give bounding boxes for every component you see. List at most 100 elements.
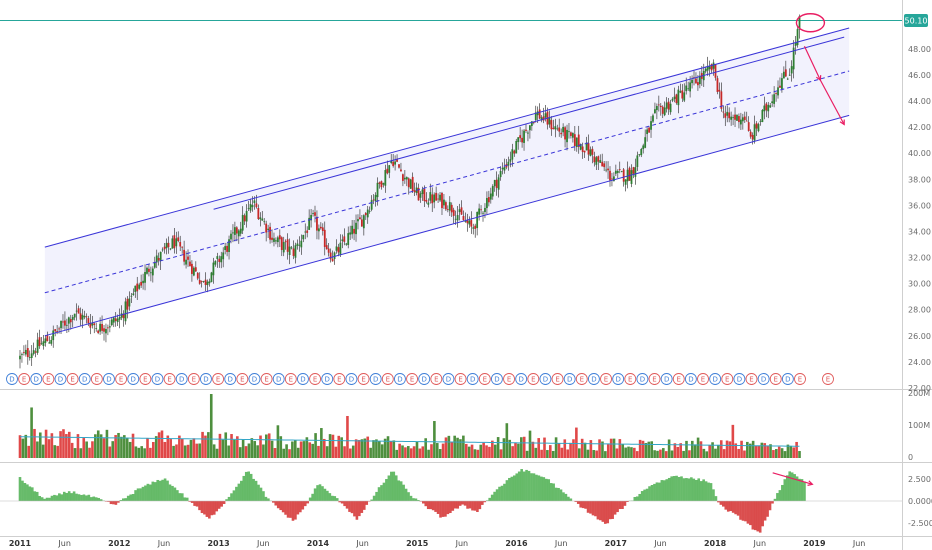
dividend-marker[interactable]: D xyxy=(466,373,479,385)
earnings-marker[interactable]: E xyxy=(794,373,806,385)
dividend-marker[interactable]: D xyxy=(709,373,722,385)
earnings-marker[interactable]: E xyxy=(212,373,225,385)
volume-bar xyxy=(108,446,112,458)
earnings-marker[interactable]: E xyxy=(745,373,758,385)
candle-body xyxy=(44,338,47,343)
dividend-marker[interactable]: D xyxy=(224,373,237,385)
earnings-marker[interactable]: E xyxy=(430,373,443,385)
oscillator-bar xyxy=(712,489,715,501)
earnings-marker[interactable]: E xyxy=(139,373,152,385)
earnings-marker[interactable]: E xyxy=(18,373,31,385)
earnings-marker[interactable]: E xyxy=(822,373,834,385)
dividend-marker[interactable]: D xyxy=(297,373,309,385)
dividend-marker[interactable]: D xyxy=(345,373,358,385)
earnings-marker[interactable]: E xyxy=(357,373,370,385)
earnings-marker[interactable]: E xyxy=(309,373,322,385)
dividend-marker[interactable]: D xyxy=(660,373,673,385)
earnings-marker[interactable]: E xyxy=(42,373,55,385)
candle-body xyxy=(276,237,279,243)
event-marker-label: E xyxy=(749,376,753,384)
earnings-marker[interactable]: E xyxy=(551,373,564,385)
dividend-marker[interactable]: D xyxy=(272,373,285,385)
event-marker-circle xyxy=(18,373,31,385)
dividend-marker[interactable]: D xyxy=(442,373,455,385)
volume-bar xyxy=(259,435,262,458)
earnings-marker[interactable]: E xyxy=(672,373,685,385)
dividend-marker[interactable]: D xyxy=(684,373,697,385)
dividend-marker[interactable]: D xyxy=(6,373,18,385)
oscillator-bar xyxy=(697,478,701,501)
candle-body xyxy=(669,103,672,113)
earnings-marker[interactable]: E xyxy=(624,373,637,385)
dividend-marker[interactable]: D xyxy=(733,373,746,385)
earnings-marker[interactable]: E xyxy=(697,373,709,385)
earnings-marker[interactable]: E xyxy=(163,373,176,385)
dividend-marker[interactable]: D xyxy=(369,373,382,385)
dividend-marker[interactable]: D xyxy=(563,373,576,385)
earnings-marker[interactable]: E xyxy=(381,373,394,385)
candle-body xyxy=(161,249,164,251)
candle-body xyxy=(444,202,447,210)
dividend-marker[interactable]: D xyxy=(612,373,625,385)
dividend-marker[interactable]: D xyxy=(54,373,67,385)
volume-bar xyxy=(233,439,236,458)
dividend-marker[interactable]: D xyxy=(175,373,188,385)
dividend-marker[interactable]: D xyxy=(78,373,91,385)
earnings-marker[interactable]: E xyxy=(721,373,734,385)
earnings-marker[interactable]: E xyxy=(454,373,467,385)
earnings-marker[interactable]: E xyxy=(575,373,588,385)
oscillator-bar xyxy=(311,493,314,501)
dividend-marker[interactable]: D xyxy=(30,373,43,385)
dividend-marker[interactable]: D xyxy=(539,373,552,385)
earnings-marker[interactable]: E xyxy=(284,373,297,385)
event-marker-circle xyxy=(284,373,297,385)
candle-body xyxy=(482,212,484,214)
dividend-marker[interactable]: D xyxy=(248,373,261,385)
oscillator-bar xyxy=(436,501,440,514)
oscillator-bar xyxy=(790,472,794,501)
volume-bar xyxy=(508,439,512,458)
event-marker-label: E xyxy=(119,376,123,384)
earnings-marker[interactable]: E xyxy=(527,373,540,385)
dividend-marker[interactable]: D xyxy=(781,373,794,385)
earnings-marker[interactable]: E xyxy=(769,373,782,385)
dividend-marker[interactable]: D xyxy=(636,373,649,385)
earnings-marker[interactable]: E xyxy=(236,373,249,385)
dividend-marker[interactable]: D xyxy=(127,373,140,385)
candle-body xyxy=(126,298,129,310)
earnings-marker[interactable]: E xyxy=(503,373,515,385)
earnings-marker[interactable]: E xyxy=(600,373,612,385)
dividend-marker[interactable]: D xyxy=(418,373,431,385)
oscillator-bar xyxy=(751,501,755,530)
earnings-marker[interactable]: E xyxy=(406,373,419,385)
dividend-marker[interactable]: D xyxy=(515,373,528,385)
dividend-marker[interactable]: D xyxy=(490,373,503,385)
candle-body xyxy=(360,219,363,227)
earnings-marker[interactable]: E xyxy=(260,373,273,385)
event-marker-label: D xyxy=(58,376,63,384)
earnings-marker[interactable]: E xyxy=(187,373,200,385)
earnings-marker[interactable]: E xyxy=(115,373,128,385)
dividend-marker[interactable]: D xyxy=(393,373,406,385)
oscillator-bar xyxy=(522,471,526,501)
earnings-marker[interactable]: E xyxy=(66,373,79,385)
dividend-marker[interactable]: D xyxy=(321,373,334,385)
candle-body xyxy=(622,169,625,182)
dividend-marker[interactable]: D xyxy=(200,373,212,385)
candle-body xyxy=(675,94,678,104)
event-marker-label: D xyxy=(737,376,742,384)
dividend-marker[interactable]: D xyxy=(757,373,770,385)
volume-bar xyxy=(111,441,115,458)
dividend-marker[interactable]: D xyxy=(151,373,164,385)
earnings-marker[interactable]: E xyxy=(478,373,491,385)
earnings-marker[interactable]: E xyxy=(90,373,103,385)
candle-body xyxy=(255,203,258,208)
dividend-marker[interactable]: D xyxy=(587,373,600,385)
volume-bar xyxy=(59,431,62,458)
volume-bar xyxy=(641,440,645,458)
dividend-marker[interactable]: D xyxy=(103,373,115,385)
earnings-marker[interactable]: E xyxy=(648,373,661,385)
oscillator-bar xyxy=(173,487,177,501)
earnings-marker[interactable]: E xyxy=(333,373,346,385)
